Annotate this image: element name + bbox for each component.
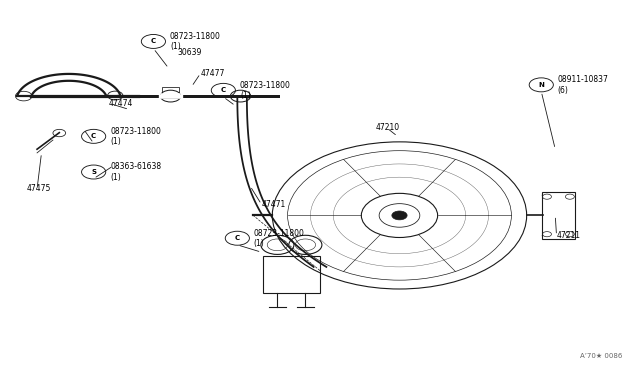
Text: 47477: 47477 [200, 69, 225, 78]
Text: C: C [91, 133, 96, 140]
Text: 08363-61638
(1): 08363-61638 (1) [110, 162, 161, 182]
Text: N: N [538, 82, 544, 88]
Text: 08911-10837
(6): 08911-10837 (6) [558, 75, 609, 94]
Text: 08723-11800
(1): 08723-11800 (1) [254, 228, 305, 248]
Text: 47211: 47211 [557, 231, 580, 240]
Bar [542, 192, 575, 239]
Circle shape [392, 211, 407, 220]
Text: 08723-11800
(1): 08723-11800 (1) [170, 32, 221, 51]
Text: C: C [221, 87, 226, 93]
Text: 08723-11800
(1): 08723-11800 (1) [240, 81, 291, 100]
Text: 30639: 30639 [177, 48, 202, 57]
Text: 47471: 47471 [262, 200, 285, 209]
Text: A’70★ 0086: A’70★ 0086 [580, 353, 622, 359]
Text: 47475: 47475 [26, 185, 51, 193]
Text: C: C [151, 38, 156, 44]
Bar [263, 256, 320, 293]
Text: S: S [91, 169, 96, 175]
Text: 47474: 47474 [109, 99, 133, 108]
Text: 08723-11800
(1): 08723-11800 (1) [110, 126, 161, 146]
Text: 47210: 47210 [376, 124, 400, 132]
Bar [163, 87, 179, 99]
Text: C: C [235, 235, 240, 241]
